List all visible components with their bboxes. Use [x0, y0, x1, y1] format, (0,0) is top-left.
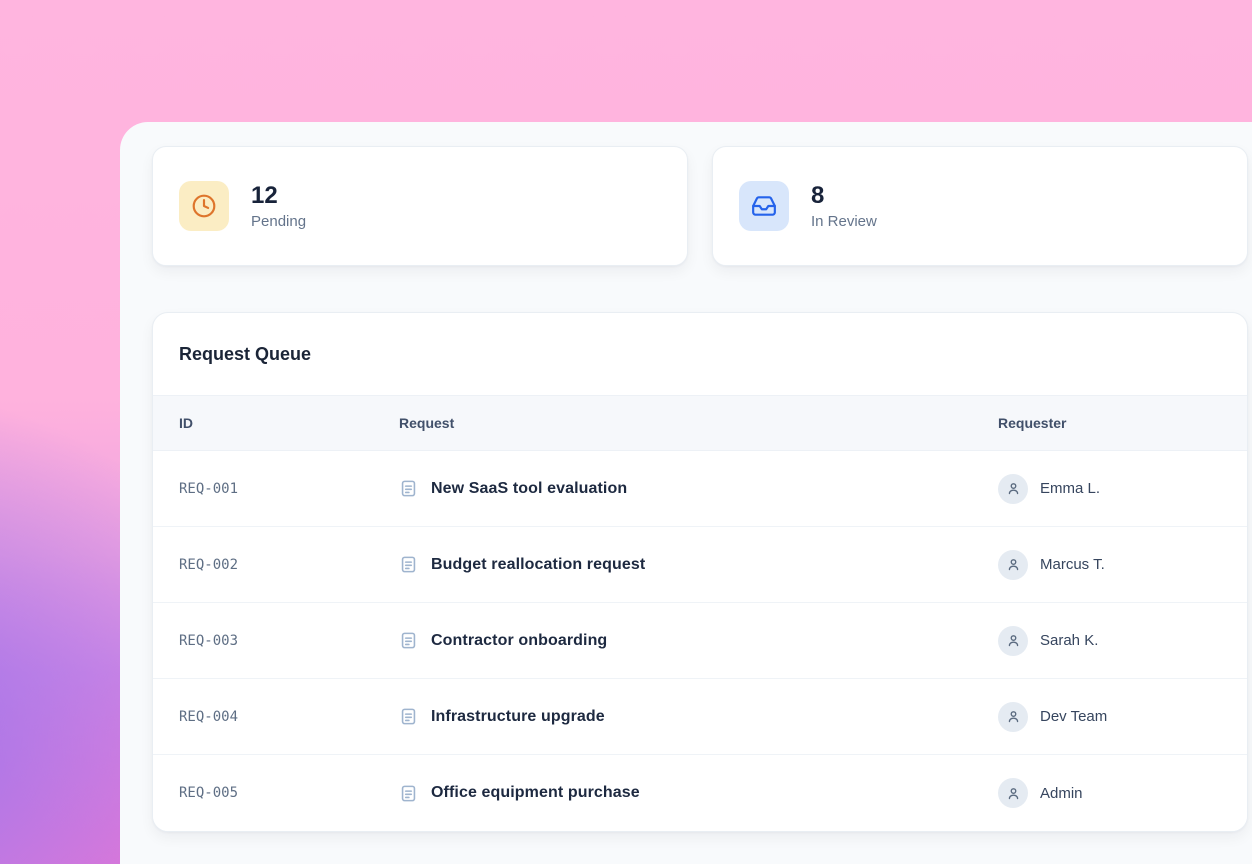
requester-name: Marcus T.	[1040, 556, 1105, 573]
requester-name: Dev Team	[1040, 708, 1108, 725]
requester-cell: Marcus T.	[998, 549, 1247, 580]
column-header-requester: Requester	[998, 415, 1067, 431]
table-row[interactable]: REQ-002 Budget reallocation request Marc…	[153, 527, 1247, 603]
table-row[interactable]: REQ-001 New SaaS tool evaluation Emma L.	[153, 451, 1247, 527]
stat-card-in-review: 8 In Review	[712, 146, 1248, 266]
column-header-id: ID	[179, 415, 193, 431]
document-icon	[399, 631, 418, 650]
clock-icon	[179, 181, 229, 231]
avatar	[998, 625, 1028, 656]
avatar	[998, 778, 1028, 808]
request-id: REQ-005	[179, 785, 239, 801]
requester-name: Admin	[1040, 784, 1083, 802]
in-review-label: In Review	[811, 213, 877, 230]
requester-name: Sarah K.	[1040, 632, 1099, 649]
stats-row: 12 Pending 8 In Review	[152, 146, 1248, 266]
request-id: REQ-003	[179, 632, 239, 649]
stat-text: 12 Pending	[251, 182, 306, 230]
request-title: Infrastructure upgrade	[431, 707, 605, 725]
request-title: Budget reallocation request	[431, 555, 646, 573]
request-cell: Infrastructure upgrade	[399, 707, 998, 726]
column-header-request: Request	[399, 415, 455, 431]
avatar	[998, 473, 1028, 504]
avatar	[998, 549, 1028, 580]
request-cell: Office equipment purchase	[399, 784, 998, 803]
requester-name: Emma L.	[1040, 480, 1101, 497]
request-title: Office equipment purchase	[431, 784, 640, 801]
pending-label: Pending	[251, 213, 307, 230]
document-icon	[399, 479, 418, 498]
requester-cell: Emma L.	[998, 473, 1247, 504]
stat-card-pending: 12 Pending	[152, 146, 688, 266]
document-icon	[399, 707, 418, 726]
request-id: REQ-001	[179, 480, 239, 497]
table-header-row: ID Request Requester	[153, 395, 1247, 451]
table-body: REQ-001 New SaaS tool evaluation Emma L.	[153, 451, 1247, 831]
request-cell: Contractor onboarding	[399, 631, 998, 650]
table-row[interactable]: REQ-003 Contractor onboarding Sarah K.	[153, 603, 1247, 679]
table-title: Request Queue	[179, 344, 312, 364]
dashboard-panel: 12 Pending 8 In Review Request Queue	[120, 122, 1252, 864]
request-id: REQ-002	[179, 556, 239, 573]
request-title: New SaaS tool evaluation	[431, 479, 628, 497]
requester-cell: Sarah K.	[998, 625, 1247, 656]
requester-cell: Admin	[998, 778, 1247, 808]
request-queue-card: Request Queue ID Request Requester REQ-0…	[152, 312, 1248, 832]
stat-text: 8 In Review	[811, 182, 877, 230]
request-title: Contractor onboarding	[431, 631, 608, 649]
pending-count: 12	[251, 182, 278, 209]
document-icon	[399, 555, 418, 574]
avatar	[998, 701, 1028, 732]
table-row[interactable]: REQ-004 Infrastructure upgrade Dev Team	[153, 679, 1247, 755]
requester-cell: Dev Team	[998, 701, 1247, 732]
table-row[interactable]: REQ-005 Office equipment purchase Admin	[153, 755, 1247, 831]
request-cell: Budget reallocation request	[399, 555, 998, 574]
document-icon	[399, 784, 418, 803]
request-id: REQ-004	[179, 708, 239, 725]
in-review-count: 8	[811, 182, 825, 209]
inbox-icon	[739, 181, 789, 231]
request-cell: New SaaS tool evaluation	[399, 479, 998, 498]
